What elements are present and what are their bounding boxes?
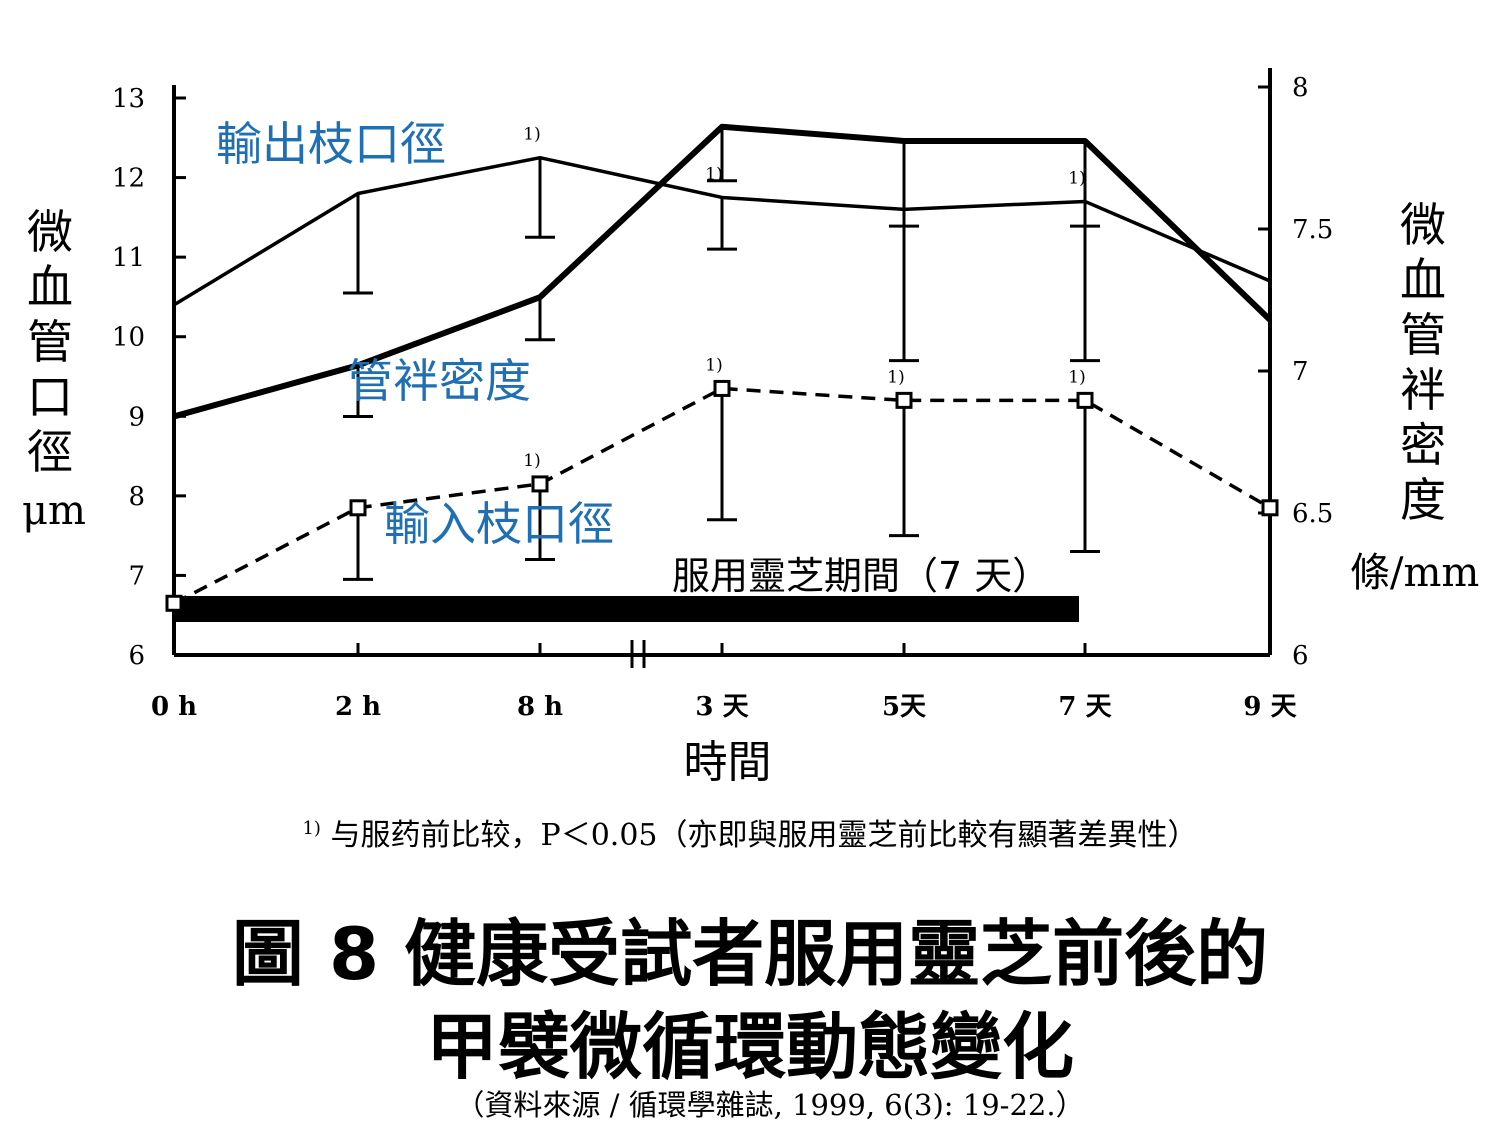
y-left-tick-label: 12 [112, 164, 145, 194]
significance-marker: 1) [1068, 168, 1085, 188]
y-right-tick-label: 7.5 [1292, 215, 1333, 245]
left-axis-ticks: 6 7 8 9 10 11 12 13 [112, 84, 186, 671]
y-right-tick-label: 6 [1292, 641, 1309, 671]
y-right-title: 微血管袢密度 [1400, 198, 1446, 527]
y-left-title: 微血管口徑 [27, 205, 73, 479]
right-axis-ticks: 6 6.5 7 7.5 8 [1258, 73, 1333, 671]
series-2: 1) 1) 1) 1) [165, 355, 1279, 612]
y-right-unit: 條/mm [1350, 550, 1480, 596]
period-label: 服用靈芝期間（7 天） [672, 554, 1051, 598]
series-label: 輸入枝口徑 [384, 497, 614, 551]
y-left-unit: μm [22, 488, 86, 534]
x-axis-title: 時間 [683, 737, 772, 788]
data-point [349, 499, 367, 517]
y-left-tick-label: 10 [112, 323, 145, 353]
series-layer: 1)1) 1)1)1)1) 1) [165, 123, 1279, 612]
x-tick-label: 3 天 [695, 692, 748, 722]
series-1 [173, 123, 1273, 420]
data-point [531, 475, 549, 493]
significance-marker: 1) [523, 451, 540, 471]
significance-marker: 1) [1068, 367, 1085, 387]
data-point [165, 594, 183, 612]
data-point [1076, 391, 1094, 409]
significance-marker: 1) [523, 125, 540, 145]
x-tick-label: 0 h [151, 692, 197, 722]
data-point [895, 391, 913, 409]
series-label: 輸出枝口徑 [216, 117, 446, 171]
footnote-text: 与服药前比较，P＜0.05（亦即與服用靈芝前比較有顯著差異性） [330, 818, 1198, 853]
data-point [1261, 499, 1279, 517]
y-right-tick-label: 7 [1292, 357, 1309, 387]
source-citation: （資料來源 / 循環學雜誌, 1999, 6(3): 19-22.） [455, 1088, 1085, 1122]
figure-title-line1: 圖 8 健康受試者服用靈芝前後的 [231, 912, 1269, 996]
x-tick-label: 5天 [882, 692, 926, 722]
period-bar-fill [174, 596, 1079, 622]
data-point [713, 379, 731, 397]
x-tick-label: 9 天 [1243, 692, 1296, 722]
y-left-tick-label: 9 [128, 402, 145, 432]
y-left-tick-label: 13 [112, 84, 145, 114]
y-left-tick-label: 7 [128, 561, 145, 591]
x-tick-label: 2 h [335, 692, 381, 722]
footnote: 1) 与服药前比较，P＜0.05（亦即與服用靈芝前比較有顯著差異性） [0, 810, 1500, 854]
y-left-tick-label: 6 [128, 641, 145, 671]
significance-marker: 1) [705, 355, 722, 375]
x-axis-ticks: 0 h 2 h 8 h 3 天 5天 7 天 9 天 [151, 643, 1297, 722]
y-left-tick-label: 11 [112, 243, 145, 273]
y-right-tick-label: 6.5 [1292, 499, 1333, 529]
x-tick-label: 7 天 [1058, 692, 1111, 722]
figure-title-line2: 甲襞微循環動態變化 [425, 1005, 1074, 1089]
period-bar [174, 596, 1079, 622]
series-label: 管袢密度 [347, 354, 531, 408]
x-tick-label: 8 h [517, 692, 563, 722]
line-chart: 6 7 8 9 10 11 12 13 6 6.5 7 7.5 8 0 h 2 h 8 h 3 天 5天 7 天… [112, 68, 1333, 722]
y-right-tick-label: 8 [1292, 73, 1309, 103]
significance-marker: 1) [887, 367, 904, 387]
footnote-marker: 1) [302, 818, 321, 839]
y-left-tick-label: 8 [128, 482, 145, 512]
